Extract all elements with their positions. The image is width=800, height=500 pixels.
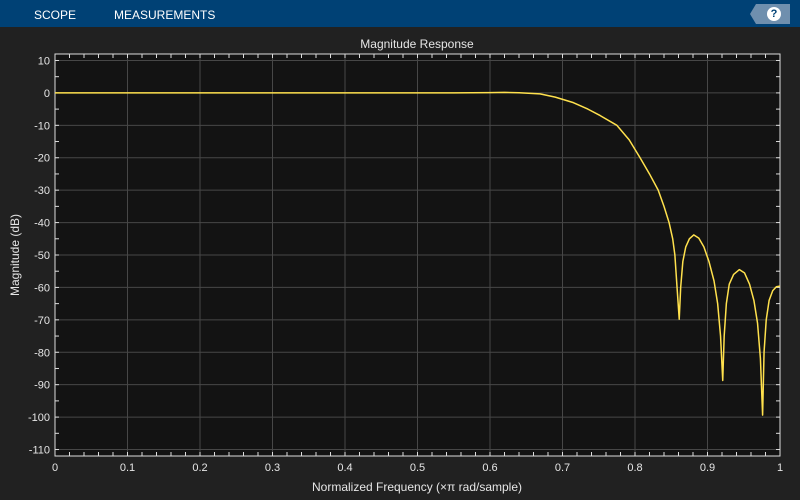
x-tick-label: 0.3 [265,462,280,474]
y-tick-label: 0 [44,88,50,100]
x-tick-label: 0.8 [627,462,642,474]
y-tick-label: -80 [34,347,50,359]
y-tick-label: -30 [34,185,50,197]
magnitude-line [55,91,781,416]
x-tick-label: 0.4 [337,462,352,474]
chart-title: Magnitude Response [360,37,474,51]
help-button[interactable]: ? [750,4,790,24]
y-tick-label: -10 [34,120,50,132]
y-tick-label: -100 [28,412,50,424]
x-tick-label: 0.2 [192,462,207,474]
x-tick-label: 1 [777,462,783,474]
tab-scope[interactable]: SCOPE [34,8,77,22]
y-tick-label: -110 [29,445,50,457]
question-circle-icon: ? [767,7,781,21]
x-tick-label: 0.9 [700,462,715,474]
toolbar: SCOPE MEASUREMENTS ? [0,0,800,27]
tab-measurements[interactable]: MEASUREMENTS [114,8,216,22]
y-tick-label: -50 [34,250,50,262]
y-tick-label: -20 [34,153,50,165]
x-tick-label: 0 [52,462,58,474]
x-tick-label: 0.7 [555,462,570,474]
x-axis-label: Normalized Frequency (×π rad/sample) [312,480,522,494]
y-tick-label: -90 [34,380,50,392]
x-tick-label: 0.5 [410,462,425,474]
y-tick-label: -60 [34,282,50,294]
y-tick-label: 10 [38,55,50,67]
x-tick-label: 0.1 [120,462,135,474]
y-tick-label: -40 [34,218,50,230]
y-axis-label: Magnitude (dB) [8,214,22,296]
y-tick-label: -70 [34,315,50,327]
x-tick-label: 0.6 [482,462,497,474]
plot-border [54,53,781,457]
